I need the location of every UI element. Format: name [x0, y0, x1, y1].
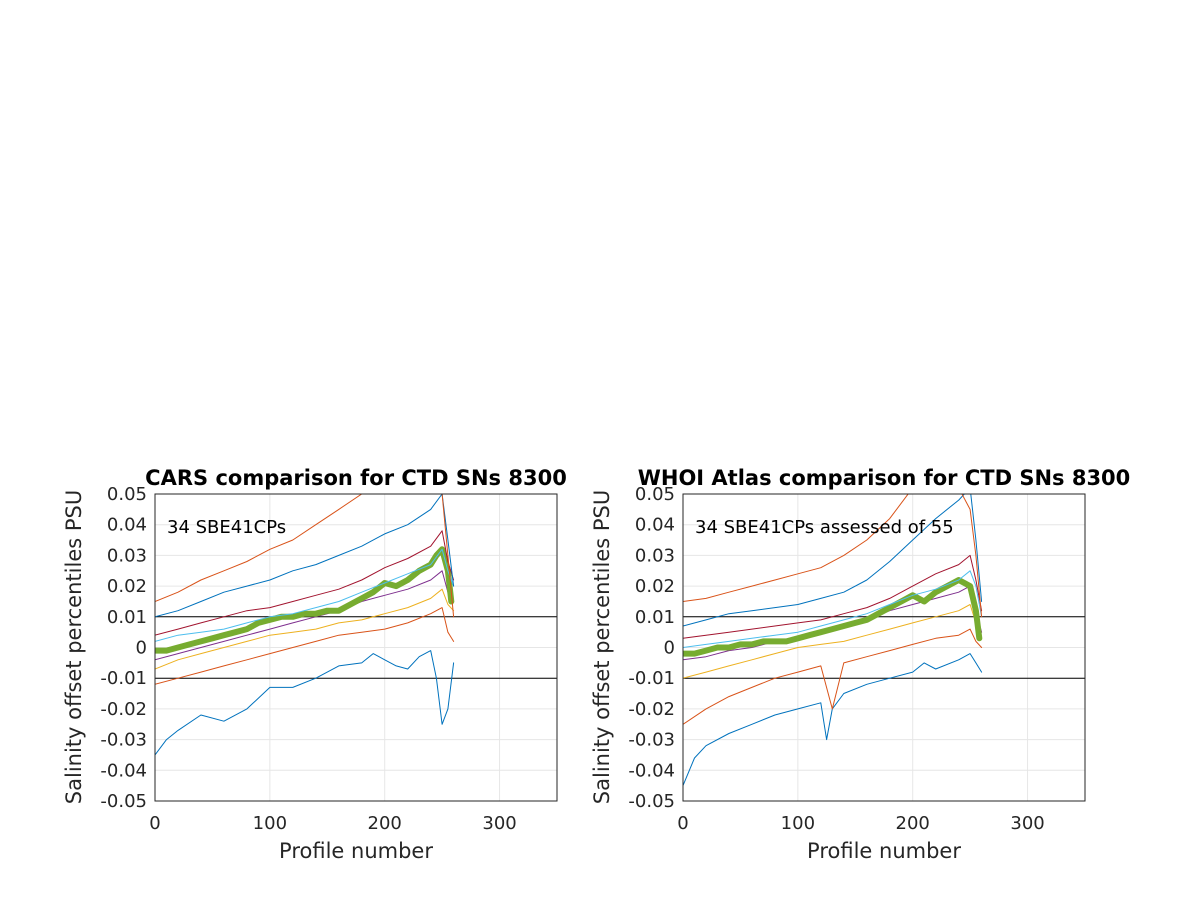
series-line-3: [683, 604, 983, 679]
series-lines: [683, 494, 983, 787]
y-tick-label: 0: [664, 638, 675, 659]
y-tick-label: 0.03: [635, 545, 675, 566]
series-lines: [155, 494, 455, 756]
y-tick-labels: -0.05 -0.04 -0.03 -0.02 -0.01 0 0.01 0.02 0.03 0.…: [628, 484, 675, 812]
axes-box: [154, 493, 558, 802]
y-tick-label: 0: [136, 638, 147, 659]
series-line-6: [683, 570, 983, 648]
x-tick-label: 100: [781, 813, 815, 834]
y-tick-label: 0.01: [107, 607, 147, 628]
series-line-1: [155, 650, 455, 756]
y-tick-label: 0.02: [635, 576, 675, 597]
y-tick-label: -0.01: [628, 668, 675, 689]
x-tick-label: 0: [677, 813, 688, 834]
y-tick-label: -0.01: [100, 668, 147, 689]
series-line-2: [155, 607, 455, 685]
x-tick-labels: 0 100 200 300: [149, 813, 516, 834]
series-line-8: [683, 494, 983, 627]
chart-panel-whoi: 0 100 200 300 -0.05 -0.04 -0.03 -0.02 -0.01 0 0.0…: [590, 466, 1130, 863]
y-tick-label: 0.04: [107, 515, 147, 536]
x-tick-label: 200: [368, 813, 402, 834]
y-tick-label: -0.03: [100, 730, 147, 751]
annotation-text: 34 SBE41CPs: [167, 517, 286, 538]
y-tick-label: 0.05: [107, 484, 147, 505]
chart-title: WHOI Atlas comparison for CTD SNs 8300: [638, 466, 1131, 490]
axes-box: [682, 493, 1086, 802]
series-line-2: [683, 628, 983, 725]
x-tick-label: 0: [149, 813, 160, 834]
y-tick-label: 0.01: [635, 607, 675, 628]
series-line-3: [155, 588, 455, 670]
y-tick-label: -0.03: [628, 730, 675, 751]
x-tick-labels: 0 100 200 300: [677, 813, 1044, 834]
y-axis-title: Salinity offset percentiles PSU: [590, 490, 614, 804]
reference-lines: [683, 616, 1085, 679]
x-tick-label: 200: [896, 813, 930, 834]
chart-panel-cars: 0 100 200 300 -0.05 -0.04 -0.03 -0.02 -0.01 0 0.0…: [62, 466, 567, 863]
series-line-7: [683, 554, 983, 639]
series-line-5: [155, 546, 455, 654]
x-tick-label: 300: [482, 813, 516, 834]
x-axis-title: Profile number: [807, 839, 961, 863]
x-tick-label: 100: [253, 813, 287, 834]
annotation-text: 34 SBE41CPs assessed of 55: [695, 517, 954, 538]
series-line-7: [155, 530, 455, 636]
series-line-9: [155, 494, 455, 618]
y-tick-label: 0.05: [635, 484, 675, 505]
y-tick-labels: -0.05 -0.04 -0.03 -0.02 -0.01 0 0.01 0.02 0.03 0.…: [100, 484, 147, 812]
y-tick-label: 0.04: [635, 515, 675, 536]
x-axis-title: Profile number: [279, 839, 433, 863]
y-tick-label: -0.02: [100, 699, 147, 720]
y-tick-label: -0.04: [100, 760, 147, 781]
y-tick-label: -0.05: [628, 791, 675, 812]
y-axis-title: Salinity offset percentiles PSU: [62, 490, 86, 804]
series-line-5: [683, 577, 983, 657]
series-line-6: [155, 548, 455, 642]
y-tick-label: -0.04: [628, 760, 675, 781]
series-line-8: [155, 494, 455, 618]
series-line-9: [683, 494, 983, 618]
chart-title: CARS comparison for CTD SNs 8300: [145, 466, 567, 490]
y-tick-label: -0.02: [628, 699, 675, 720]
y-tick-label: 0.02: [107, 576, 147, 597]
y-tick-label: 0.03: [107, 545, 147, 566]
series-line-1: [683, 653, 983, 787]
x-tick-label: 300: [1010, 813, 1044, 834]
y-tick-label: -0.05: [100, 791, 147, 812]
